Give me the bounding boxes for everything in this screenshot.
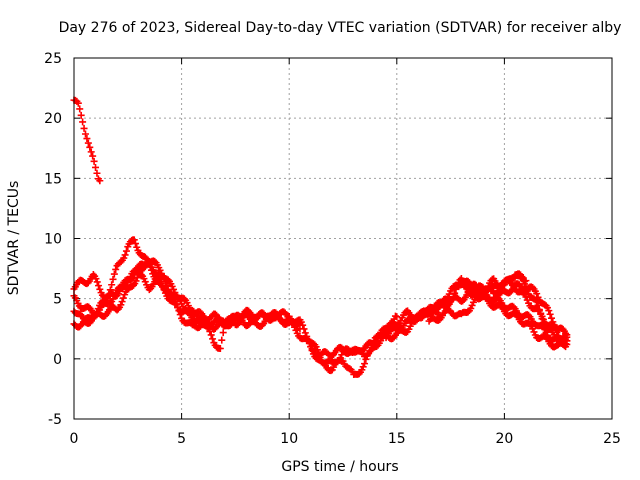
data-point [96, 177, 104, 185]
data-point [468, 301, 476, 309]
data-point [161, 278, 169, 286]
data-point [545, 307, 553, 315]
data-point [547, 314, 555, 322]
data-point [397, 325, 405, 333]
data-point [141, 253, 149, 261]
data-point [108, 281, 116, 289]
data-point [393, 313, 401, 321]
data-point [562, 329, 570, 337]
data-point [219, 329, 227, 337]
data-point [93, 278, 101, 286]
data-point [84, 139, 92, 147]
data-point [496, 301, 504, 309]
data-point [109, 275, 117, 283]
data-point [538, 312, 546, 320]
data-point [74, 99, 82, 107]
data-point [207, 331, 215, 339]
data-point [563, 337, 571, 345]
data-point [137, 271, 145, 279]
data-point [77, 111, 85, 119]
y-tick-label: 10 [44, 232, 62, 248]
chart-title: Day 276 of 2023, Sidereal Day-to-day VTE… [59, 20, 622, 36]
data-point [118, 298, 126, 306]
data-point [196, 308, 204, 316]
x-tick-label: 25 [603, 431, 621, 447]
data-point [93, 169, 101, 177]
x-tick-label: 10 [280, 431, 298, 447]
data-point [171, 297, 179, 305]
y-tick-label: 20 [44, 111, 62, 127]
plot-frame [73, 57, 613, 420]
y-tick-label: 25 [44, 51, 62, 67]
data-point [366, 347, 374, 355]
data-point [80, 124, 88, 132]
data-point [157, 271, 165, 279]
data-point [86, 143, 94, 151]
data-point [132, 277, 140, 285]
data-point [96, 285, 104, 293]
data-point [216, 345, 224, 353]
data-point [125, 276, 133, 284]
data-point [81, 130, 89, 138]
data-point [546, 310, 554, 318]
y-tick-label: 0 [53, 352, 62, 368]
data-point [156, 276, 164, 284]
data-point [83, 135, 91, 143]
data-point [299, 321, 307, 329]
data-point [141, 278, 149, 286]
data-point [133, 243, 141, 251]
data-point [406, 322, 414, 330]
data-points [70, 96, 571, 378]
x-tick-label: 20 [495, 431, 513, 447]
data-point [79, 118, 87, 126]
data-point [117, 258, 125, 266]
data-point [533, 290, 541, 298]
data-point [133, 274, 141, 282]
data-point [110, 292, 118, 300]
data-point [464, 308, 472, 316]
data-point [119, 294, 127, 302]
data-point [209, 335, 217, 343]
data-point [151, 257, 159, 265]
grid-lines [74, 58, 612, 419]
data-point [90, 157, 98, 165]
data-point [77, 311, 85, 319]
data-point [95, 282, 103, 290]
data-point [170, 294, 178, 302]
data-point [110, 270, 118, 278]
data-point [92, 163, 100, 171]
data-point [300, 325, 308, 333]
series-arc-12 [490, 280, 571, 339]
data-point [117, 301, 125, 309]
data-point [563, 331, 571, 339]
data-point [121, 251, 129, 259]
y-axis-label: SDTVAR / TECUs [6, 181, 22, 296]
data-point [79, 315, 87, 323]
x-axis-label: GPS time / hours [281, 459, 398, 475]
data-point [519, 277, 527, 285]
x-tick-label: 0 [70, 431, 79, 447]
data-point [359, 363, 367, 371]
y-tick-label: 5 [53, 292, 62, 308]
x-tick-label: 5 [177, 431, 186, 447]
data-point [361, 360, 369, 368]
y-tick-label: 15 [44, 171, 62, 187]
data-point [76, 105, 84, 113]
data-point [218, 336, 226, 344]
data-point [87, 148, 95, 156]
data-point [89, 152, 97, 160]
data-point [130, 236, 138, 244]
data-point [122, 247, 130, 255]
x-tick-label: 15 [388, 431, 406, 447]
tick-labels: 0 5 10 15 20 25 -5 0 5 10 15 20 25 [44, 51, 621, 447]
data-point [131, 240, 139, 248]
data-point [112, 265, 120, 273]
data-point [301, 329, 309, 337]
data-point [92, 275, 100, 283]
data-point [491, 297, 499, 305]
y-tick-label: -5 [48, 412, 62, 428]
data-point [313, 346, 321, 354]
